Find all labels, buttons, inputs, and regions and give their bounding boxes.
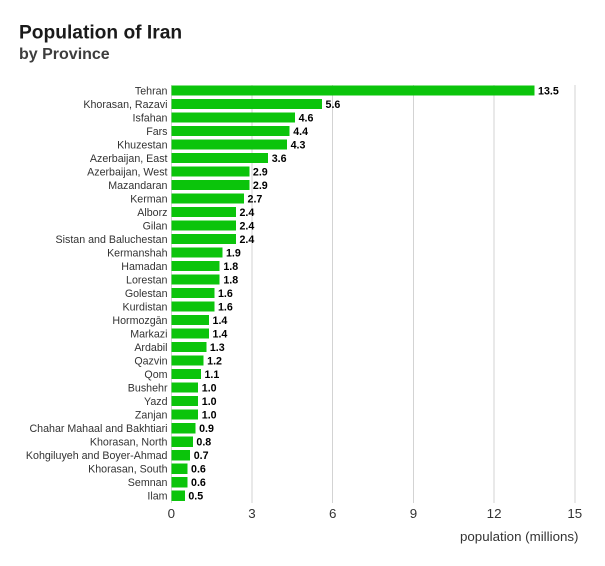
svg-text:4.3: 4.3 [291, 139, 306, 151]
svg-text:Fars: Fars [146, 126, 167, 138]
svg-text:0.6: 0.6 [191, 464, 206, 476]
svg-text:0.9: 0.9 [199, 423, 214, 435]
svg-text:Yazd: Yazd [144, 396, 168, 408]
svg-text:2.9: 2.9 [253, 180, 268, 192]
svg-text:1.8: 1.8 [223, 275, 238, 287]
svg-text:Khorasan, Razavi: Khorasan, Razavi [83, 99, 167, 111]
svg-text:Tehran: Tehran [135, 85, 168, 97]
svg-text:Mazandaran: Mazandaran [108, 180, 167, 192]
svg-text:Azerbaijan, East: Azerbaijan, East [90, 153, 168, 165]
svg-text:Khuzestan: Khuzestan [117, 139, 167, 151]
svg-text:1.0: 1.0 [202, 410, 217, 422]
svg-text:0.8: 0.8 [196, 437, 211, 449]
svg-text:2.7: 2.7 [248, 193, 263, 205]
svg-text:Zanjan: Zanjan [135, 410, 168, 422]
svg-text:1.0: 1.0 [202, 396, 217, 408]
svg-text:Hamadan: Hamadan [121, 261, 167, 273]
svg-text:Isfahan: Isfahan [133, 112, 168, 124]
svg-text:4.6: 4.6 [299, 112, 314, 124]
svg-text:13.5: 13.5 [538, 85, 559, 97]
svg-text:Qazvin: Qazvin [134, 356, 167, 368]
svg-text:0.6: 0.6 [191, 477, 206, 489]
svg-text:by Province: by Province [19, 46, 110, 63]
svg-text:6: 6 [329, 506, 336, 521]
svg-text:Ilam: Ilam [147, 491, 167, 503]
svg-text:Hormozgān: Hormozgān [112, 315, 167, 327]
svg-text:3: 3 [248, 506, 255, 521]
svg-text:Bushehr: Bushehr [128, 383, 168, 395]
svg-text:Semnan: Semnan [128, 477, 168, 489]
svg-text:0.5: 0.5 [188, 491, 203, 503]
svg-text:Ardabil: Ardabil [134, 342, 167, 354]
svg-text:population (millions): population (millions) [460, 529, 579, 544]
svg-text:Kurdistan: Kurdistan [122, 301, 167, 313]
svg-text:Golestan: Golestan [125, 288, 168, 300]
svg-text:1.1: 1.1 [204, 369, 219, 381]
svg-text:Kerman: Kerman [130, 193, 167, 205]
svg-text:Population of Iran: Population of Iran [19, 22, 182, 43]
svg-text:5.6: 5.6 [326, 99, 341, 111]
svg-text:Kermanshah: Kermanshah [107, 247, 167, 259]
svg-text:0: 0 [168, 506, 175, 521]
svg-text:1.6: 1.6 [218, 288, 233, 300]
svg-text:4.4: 4.4 [293, 126, 308, 138]
svg-text:1.0: 1.0 [202, 383, 217, 395]
svg-text:2.4: 2.4 [239, 207, 254, 219]
svg-text:1.8: 1.8 [223, 261, 238, 273]
svg-text:2.9: 2.9 [253, 166, 268, 178]
svg-text:1.4: 1.4 [213, 315, 228, 327]
svg-text:Chahar Mahaal and Bakhtiari: Chahar Mahaal and Bakhtiari [29, 423, 167, 435]
svg-text:Khorasan, South: Khorasan, South [88, 464, 167, 476]
svg-text:Qom: Qom [144, 369, 167, 381]
svg-text:1.9: 1.9 [226, 248, 241, 260]
svg-text:1.3: 1.3 [210, 342, 225, 354]
svg-text:Sistan and Baluchestan: Sistan and Baluchestan [56, 234, 168, 246]
svg-text:Markazi: Markazi [130, 328, 167, 340]
svg-text:Azerbaijan, West: Azerbaijan, West [87, 166, 167, 178]
svg-text:Alborz: Alborz [137, 207, 167, 219]
svg-text:Khorasan, North: Khorasan, North [90, 437, 168, 449]
svg-text:1.2: 1.2 [207, 356, 222, 368]
svg-text:9: 9 [410, 506, 417, 521]
svg-text:Kohgiluyeh and Boyer-Ahmad: Kohgiluyeh and Boyer-Ahmad [26, 450, 168, 462]
svg-text:15: 15 [567, 506, 582, 521]
svg-text:1.6: 1.6 [218, 302, 233, 314]
svg-text:Gilan: Gilan [143, 220, 168, 232]
svg-text:Lorestan: Lorestan [126, 274, 168, 286]
svg-text:0.7: 0.7 [194, 450, 209, 462]
svg-text:12: 12 [487, 506, 502, 521]
svg-text:1.4: 1.4 [213, 329, 228, 341]
svg-text:3.6: 3.6 [272, 153, 287, 165]
svg-text:2.4: 2.4 [239, 234, 254, 246]
svg-text:2.4: 2.4 [239, 221, 254, 233]
